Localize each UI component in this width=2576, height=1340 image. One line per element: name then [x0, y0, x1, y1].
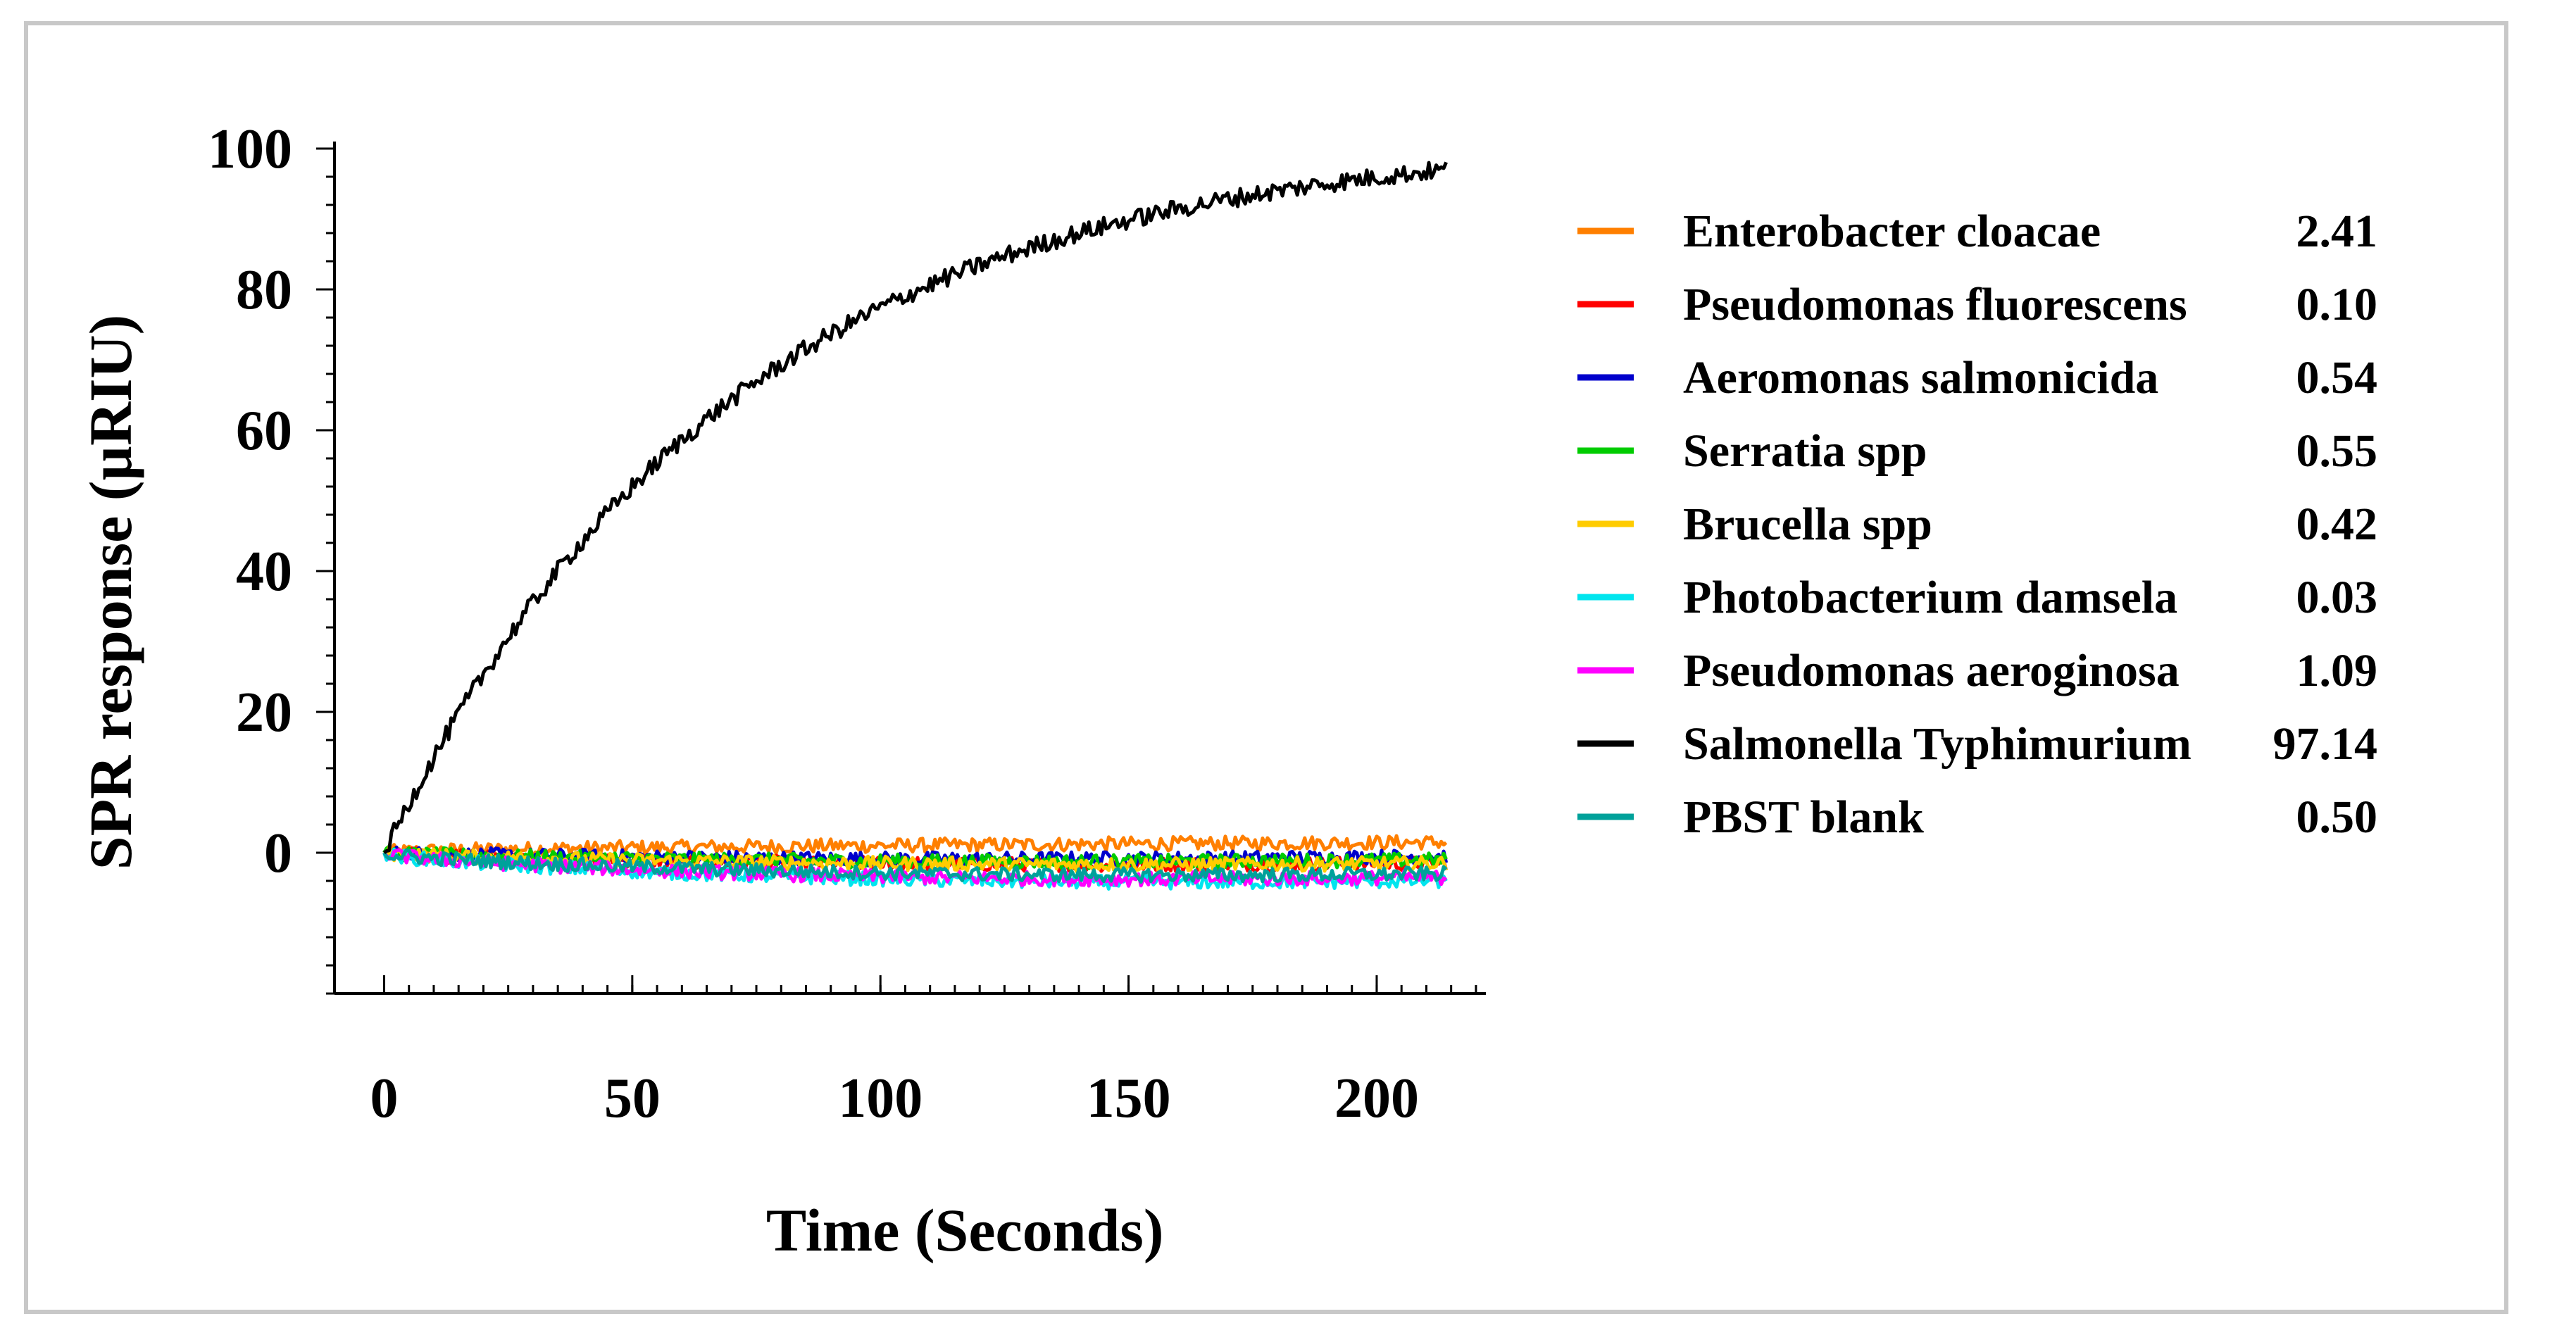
legend-value: 0.03 — [2296, 572, 2378, 623]
legend-value: 1.09 — [2296, 645, 2378, 696]
series-line-salmonella-typhimurium — [383, 161, 1448, 855]
legend: Enterobacter cloacae 2.41 Pseudomonas fluo… — [1577, 206, 2377, 843]
legend-label: PBST blank — [1683, 791, 1924, 843]
legend-label: Salmonella Typhimurium — [1683, 718, 2192, 770]
y-tick-label: 0 — [264, 822, 292, 884]
x-tick-label: 150 — [1087, 1067, 1171, 1129]
y-tick-label: 40 — [236, 541, 292, 603]
legend-value: 0.54 — [2296, 352, 2378, 403]
legend-label: Enterobacter cloacae — [1683, 206, 2101, 257]
x-tick-label: 0 — [370, 1067, 398, 1129]
y-tick-label: 20 — [236, 682, 292, 744]
legend-value: 0.50 — [2296, 791, 2378, 843]
legend-label: Pseudomonas aeroginosa — [1683, 645, 2180, 696]
y-tick-label: 100 — [208, 118, 292, 180]
legend-label: Pseudomonas fluorescens — [1683, 279, 2187, 330]
axis-ticks: 0 20 40 60 80 100 0 50 100 150 200 — [208, 118, 1477, 1129]
y-tick-label: 80 — [236, 259, 292, 321]
x-tick-label: 200 — [1334, 1067, 1419, 1129]
y-tick-label: 60 — [236, 400, 292, 462]
plot-area: 0 20 40 60 80 100 0 50 100 150 200 — [208, 118, 1486, 1129]
series-line-enterobacter-cloacae — [382, 834, 1448, 858]
legend-value: 2.41 — [2296, 206, 2378, 257]
legend-label: Serratia spp — [1683, 425, 1927, 477]
series-line-pbst-blank — [382, 848, 1448, 884]
legend-value: 0.55 — [2296, 425, 2378, 477]
legend-value: 0.42 — [2296, 499, 2378, 550]
y-axis-title: SPR response (µRIU) — [77, 315, 144, 870]
figure-frame: 0 20 40 60 80 100 0 50 100 150 200 Time (Seconds) … — [24, 21, 2508, 1314]
legend-label: Brucella spp — [1683, 499, 1932, 550]
x-tick-label: 100 — [838, 1067, 923, 1129]
legend-value: 97.14 — [2273, 718, 2378, 770]
legend-label: Aeromonas salmonicida — [1683, 352, 2158, 403]
legend-label: Photobacterium damsela — [1683, 572, 2177, 623]
series-group — [382, 161, 1449, 891]
x-axis-title: Time (Seconds) — [766, 1196, 1164, 1264]
x-tick-label: 50 — [604, 1067, 661, 1129]
legend-value: 0.10 — [2296, 279, 2378, 330]
